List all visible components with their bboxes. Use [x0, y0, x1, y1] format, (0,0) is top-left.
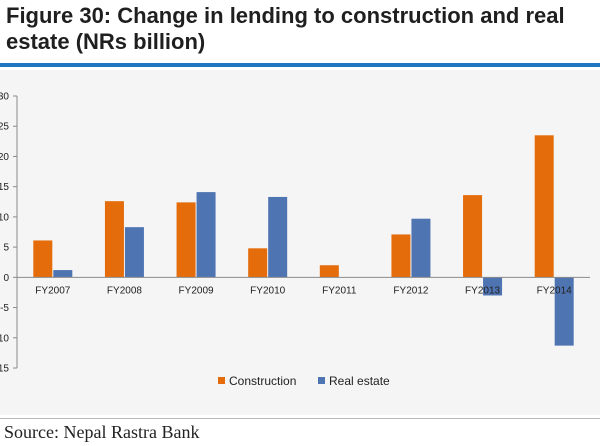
bar-real-estate-fy2013 — [483, 277, 503, 296]
x-tick-label: FY2009 — [179, 285, 214, 296]
x-tick-label: FY2010 — [250, 285, 285, 296]
bar-construction-fy2011 — [319, 265, 339, 278]
y-tick-label: 15 — [0, 364, 9, 375]
x-tick-label: FY2014 — [537, 285, 572, 296]
bars — [33, 135, 574, 346]
legend-label-real-estate: Real estate — [329, 374, 390, 388]
x-tick-label: FY2008 — [107, 285, 142, 296]
x-tick-label: FY2011 — [322, 285, 357, 296]
bar-construction-fy2013 — [463, 195, 483, 278]
bar-construction-fy2008 — [104, 201, 124, 278]
legend-swatch-construction — [218, 377, 225, 384]
bar-construction-fy2010 — [248, 248, 268, 278]
legend: Construction Real estate — [218, 374, 390, 388]
x-tick-label: FY2013 — [465, 285, 500, 296]
y-tick-label: 30 — [0, 92, 9, 103]
bar-real-estate-fy2009 — [196, 192, 216, 278]
legend-swatch-real-estate — [318, 377, 325, 384]
bar-real-estate-fy2007 — [53, 270, 73, 278]
x-tick-label: FY2007 — [35, 285, 70, 296]
y-axis-ticks: 15 10 -5 0 5 10 15 20 25 30 — [0, 92, 17, 375]
figure-title: Figure 30: Change in lending to construc… — [6, 3, 565, 54]
y-tick-label: 10 — [0, 333, 9, 344]
x-axis-labels: FY2007 FY2008 FY2009 FY2010 FY2011 FY2012 FY20… — [35, 285, 572, 296]
bar-real-estate-fy2010 — [268, 196, 288, 278]
y-tick-label: 5 — [3, 243, 9, 254]
bar-construction-fy2007 — [33, 240, 53, 278]
legend-label-construction: Construction — [229, 374, 296, 388]
title-divider — [0, 63, 600, 67]
bar-real-estate-fy2008 — [124, 227, 144, 278]
y-tick-label: 10 — [0, 212, 9, 223]
bar-construction-fy2014 — [534, 135, 554, 278]
x-tick-label: FY2012 — [393, 285, 428, 296]
y-tick-label: 15 — [0, 182, 9, 193]
bar-real-estate-fy2014 — [554, 277, 574, 346]
y-tick-label: -5 — [0, 303, 9, 314]
y-tick-label: 0 — [3, 273, 9, 284]
chart-area: 15 10 -5 0 5 10 15 20 25 30 FY2007 FY2008 FY2009 FY2… — [0, 70, 600, 415]
bar-real-estate-fy2012 — [411, 218, 431, 278]
y-tick-label: 25 — [0, 122, 9, 133]
source-note: Source: Nepal Rastra Bank — [4, 422, 200, 442]
bottom-divider — [0, 418, 600, 419]
bar-construction-fy2012 — [391, 234, 411, 278]
bar-construction-fy2009 — [176, 202, 196, 278]
y-tick-label: 20 — [0, 152, 9, 163]
